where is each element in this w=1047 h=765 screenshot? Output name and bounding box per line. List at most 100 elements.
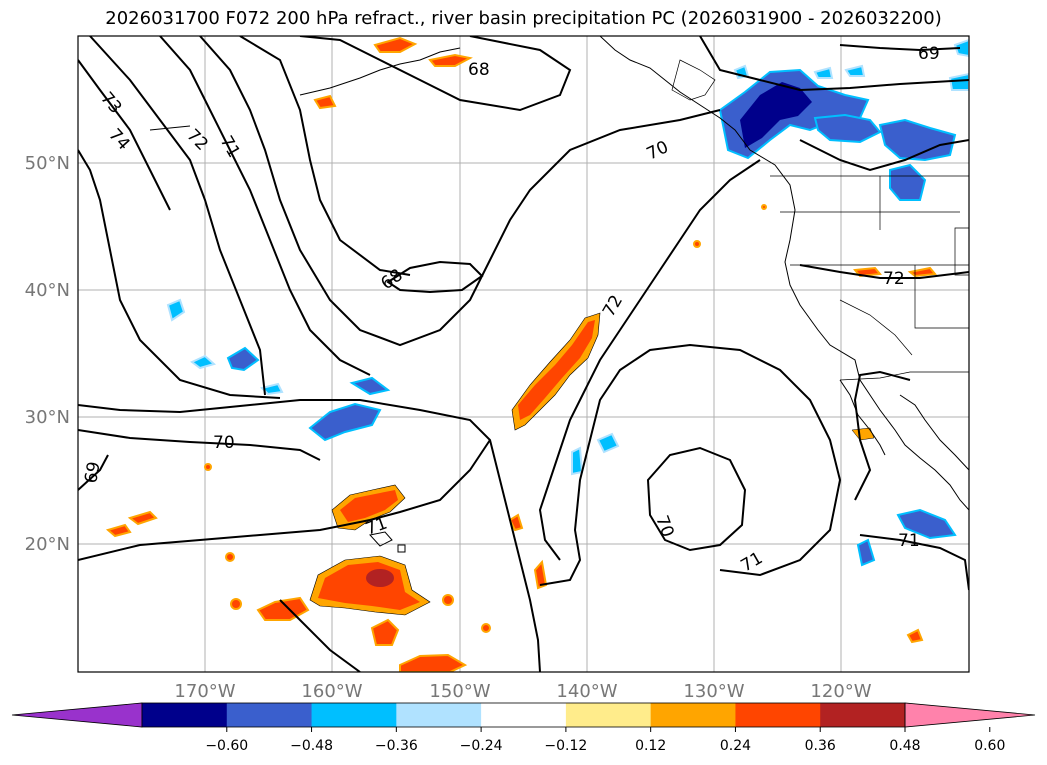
colorbar-segment (820, 703, 906, 727)
precip-blob-mid-pacific (308, 402, 382, 442)
contour-70c (646, 446, 747, 552)
colorbar-extend-high (904, 702, 1036, 728)
refractivity-contours (78, 36, 969, 672)
colorbar-frame (141, 702, 906, 728)
precip-blob-w2 (127, 510, 158, 526)
precip-blob-mexico-s (906, 628, 924, 644)
colorbar-tick-label: −0.60 (205, 738, 248, 754)
lat-label-50n: 50°N (25, 153, 70, 174)
border-ca-az (839, 299, 913, 356)
negative-anomaly-areas (166, 38, 969, 567)
colorbar-extend-low (11, 702, 143, 728)
contour-72d (799, 264, 969, 279)
coastline-baja (839, 379, 886, 456)
island-aleutian-west (149, 125, 191, 131)
precip-blob-mexico (896, 508, 957, 540)
contour-70a (78, 429, 321, 461)
contour-74 (78, 59, 171, 211)
contour-71c (159, 36, 371, 376)
contour-71f (859, 534, 969, 591)
longitude-labels: 170°W 160°W 150°W 140°W 130°W 120°W (174, 681, 871, 702)
colorbar (11, 702, 1036, 728)
island-maui (397, 544, 406, 553)
precip-blob-nevada (907, 266, 937, 278)
border-utah (954, 227, 969, 276)
precip-blob-west3 (166, 298, 186, 322)
precip-dot-1 (225, 552, 235, 562)
colorbar-segment (226, 703, 313, 727)
lon-label-170w: 170°W (174, 681, 235, 702)
colorbar-tick-label: 0.24 (720, 738, 751, 754)
contour-72b (78, 149, 281, 399)
contour-69b (239, 36, 411, 276)
colorbar-segment (396, 703, 482, 727)
colorbar-tick-label: 0.36 (805, 738, 836, 754)
colorbar-segment (311, 703, 397, 727)
island-hawaii (369, 531, 393, 547)
lat-label-30n: 30°N (25, 407, 70, 428)
precip-blob-small1 (508, 513, 524, 532)
precip-blob-mexico2 (856, 538, 876, 567)
lat-label-40n: 40°N (25, 280, 70, 301)
precip-dot-7 (761, 204, 767, 210)
precip-blob-canada4 (953, 38, 969, 58)
precip-dot-5 (204, 463, 212, 471)
coastline-sonora (899, 394, 969, 471)
colorbar-segment (142, 703, 228, 727)
contour-68a (299, 36, 572, 112)
map-title: 2026031700 F072 200 hPa refract., river … (105, 8, 942, 29)
colorbar-segment (481, 703, 567, 727)
lat-label-20n: 20°N (25, 534, 70, 555)
precip-blob-canada3 (844, 64, 866, 77)
contour-69d (839, 44, 961, 52)
precip-blob-canada5 (948, 72, 969, 91)
precip-blob-west1 (226, 346, 260, 372)
precip-dot-3 (442, 594, 454, 606)
colorbar-segment (735, 703, 821, 727)
precip-blob-mid-pacific2 (349, 376, 391, 396)
contour-71b (78, 439, 491, 561)
colorbar-tick-label: −0.36 (375, 738, 418, 754)
colorbar-ticks: −0.60 −0.48 −0.36 −0.24 −0.12 0.12 0.24 0.36 0.4… (205, 727, 1005, 754)
contour-73 (89, 36, 266, 396)
precip-blob-baja (851, 427, 875, 441)
lon-label-120w: 120°W (810, 681, 871, 702)
precip-blob-central-core (518, 320, 595, 420)
precip-blob-wyoming (889, 163, 927, 201)
lon-label-160w: 160°W (301, 681, 362, 702)
precip-blob-hawaii-max (366, 569, 394, 587)
colorbar-tick-label: 0.60 (974, 738, 1005, 754)
colorbar-tick-label: 0.12 (635, 738, 666, 754)
coastline-aleutians (299, 47, 461, 96)
contour-69a (78, 454, 109, 491)
lon-label-140w: 140°W (556, 681, 617, 702)
contour-label: 68 (468, 60, 490, 80)
contour-68b (386, 260, 484, 294)
precip-blob-alaska3 (313, 94, 337, 110)
colorbar-segment (650, 703, 736, 727)
contour-label: 69 (918, 44, 940, 64)
precip-blob-hawaii-north-core (340, 490, 398, 522)
precip-blob-hawaii-south-core (318, 562, 420, 610)
precip-blob-west2 (190, 354, 217, 370)
precip-dot-6 (693, 240, 701, 248)
contour-label: 70 (213, 433, 235, 453)
contour-label: 71 (898, 531, 920, 551)
precip-blob-east-pacific2 (571, 446, 584, 476)
contour-69c (699, 36, 969, 92)
colorbar-tick-label: −0.12 (544, 738, 587, 754)
precip-blob-canada2 (813, 66, 834, 79)
island-alaska-panhandle (671, 59, 716, 101)
contour-71d (539, 343, 842, 586)
precip-blob-montana (878, 118, 957, 162)
precip-blob-east-pacific (596, 432, 620, 454)
precip-dot-2 (230, 598, 242, 610)
positive-anomaly-areas (105, 36, 937, 672)
precip-dot-4 (481, 623, 491, 633)
lon-label-130w: 130°W (683, 681, 744, 702)
contour-70d (799, 139, 969, 172)
precip-blob-west4 (260, 382, 284, 396)
precip-blob-pnw-core (740, 82, 812, 148)
colorbar-tick-label: −0.24 (460, 738, 503, 754)
